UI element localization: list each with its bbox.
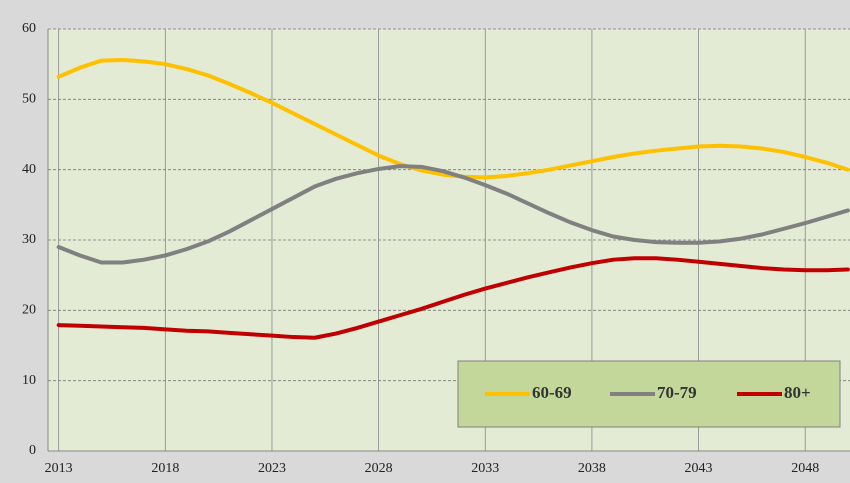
x-tick-label: 2033 xyxy=(471,461,499,476)
y-tick-label: 30 xyxy=(22,232,36,247)
x-tick-label: 2013 xyxy=(45,461,73,476)
y-tick-label: 40 xyxy=(22,162,36,177)
x-tick-label: 2023 xyxy=(258,461,286,476)
x-tick-label: 2038 xyxy=(578,461,606,476)
x-tick-label: 2048 xyxy=(791,461,819,476)
y-tick-label: 50 xyxy=(22,92,36,107)
line-series xyxy=(56,164,850,265)
y-tick-label: 0 xyxy=(29,443,36,458)
x-tick-label: 2028 xyxy=(365,461,393,476)
y-tick-label: 60 xyxy=(22,21,36,36)
legend: 60-69 70-79 80+ xyxy=(457,360,841,428)
legend-label: 60-69 xyxy=(532,383,572,402)
x-tick-label: 2018 xyxy=(151,461,179,476)
line-series xyxy=(56,256,850,340)
y-tick-label: 10 xyxy=(22,373,36,388)
x-tick-label: 2043 xyxy=(685,461,713,476)
y-tick-label: 20 xyxy=(22,303,36,318)
legend-label: 80+ xyxy=(784,383,811,402)
legend-label: 70-79 xyxy=(657,383,697,402)
